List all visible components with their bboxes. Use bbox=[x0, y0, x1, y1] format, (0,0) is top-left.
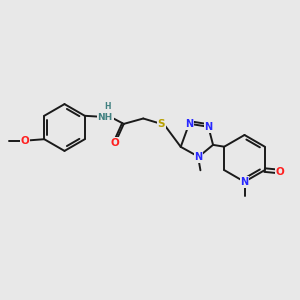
Text: N: N bbox=[240, 177, 249, 187]
Text: O: O bbox=[276, 167, 285, 177]
Text: S: S bbox=[158, 119, 165, 129]
Text: NH: NH bbox=[98, 113, 113, 122]
Text: N: N bbox=[195, 152, 203, 162]
Text: O: O bbox=[111, 137, 120, 148]
Text: N: N bbox=[185, 119, 193, 129]
Text: N: N bbox=[204, 122, 212, 132]
Text: H: H bbox=[104, 102, 111, 111]
Text: O: O bbox=[20, 136, 29, 146]
